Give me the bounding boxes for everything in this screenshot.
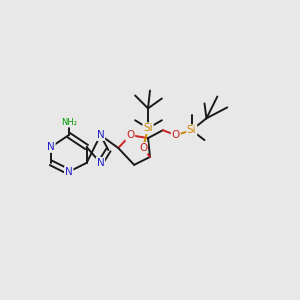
- Text: Si: Si: [187, 125, 196, 135]
- Text: Si: Si: [143, 123, 153, 133]
- Text: N: N: [97, 158, 104, 168]
- Text: O: O: [126, 130, 134, 140]
- Text: N: N: [97, 130, 104, 140]
- Text: O: O: [139, 143, 147, 153]
- Text: O: O: [172, 130, 180, 140]
- Text: N: N: [47, 142, 55, 152]
- Text: N: N: [65, 167, 73, 177]
- Text: NH₂: NH₂: [61, 118, 77, 127]
